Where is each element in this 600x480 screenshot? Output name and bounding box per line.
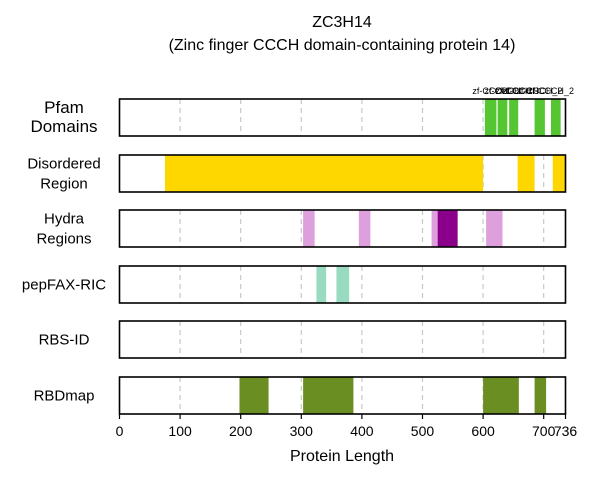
track-segment xyxy=(486,210,503,247)
domain-label: zf-CCCH_2 xyxy=(516,86,562,96)
track-segment xyxy=(239,377,269,414)
x-tick-label: 736 xyxy=(554,423,578,439)
track-frame xyxy=(118,376,567,415)
track-segment xyxy=(550,99,561,136)
track-frame xyxy=(118,320,567,359)
chart-subtitle: (Zinc finger CCCH domain-containing prot… xyxy=(169,37,516,54)
x-tick-label: 0 xyxy=(116,423,124,439)
track-segment xyxy=(164,155,484,192)
track-disordered-region: Disordered Region xyxy=(27,154,567,193)
x-tick-label: 700 xyxy=(532,423,556,439)
x-tick-label: 200 xyxy=(229,423,253,439)
x-tick-label: 100 xyxy=(168,423,192,439)
track-segment xyxy=(303,210,315,247)
track-segment xyxy=(483,377,519,414)
track-segment xyxy=(431,210,438,247)
track-label: pepFAX-RIC xyxy=(22,277,106,294)
domain-label: zf-CCCH xyxy=(495,86,531,96)
track-segment xyxy=(517,155,535,192)
track-frame xyxy=(118,98,567,137)
x-tick-label: 400 xyxy=(350,423,374,439)
track-segment xyxy=(303,377,354,414)
track-pfam-domains: PfamDomainszf-CCCHzf-CCCHzf-CCCHzf-CCCHz… xyxy=(30,86,574,137)
track-segment xyxy=(336,266,350,303)
track-segment xyxy=(484,99,497,136)
domain-label: zf-CCCH xyxy=(472,86,508,96)
domain-label: zf-CCCH xyxy=(484,86,520,96)
track-rbdmap: RBDmap xyxy=(34,376,567,415)
track-frame xyxy=(118,209,567,248)
track-segment xyxy=(358,210,371,247)
track-label: RBDmap xyxy=(34,388,95,405)
x-tick-label: 600 xyxy=(471,423,495,439)
track-segment xyxy=(437,210,458,247)
domain-label: zf-CCCH_2 xyxy=(528,86,574,96)
track-rbs-id: RBS-ID xyxy=(39,320,567,359)
track-label: Region xyxy=(40,176,88,193)
track-segment xyxy=(509,99,519,136)
track-label: Disordered xyxy=(27,156,100,173)
track-segment xyxy=(497,99,508,136)
track-background xyxy=(119,321,566,358)
track-label: Hydra xyxy=(44,211,85,228)
track-segment xyxy=(534,377,547,414)
track-pepfax-ric: pepFAX-RIC xyxy=(22,265,567,304)
track-segment xyxy=(316,266,327,303)
track-label: Regions xyxy=(36,231,91,248)
track-label: Pfam xyxy=(44,98,84,117)
track-segment xyxy=(534,99,545,136)
chart-title: ZC3H14 xyxy=(312,14,372,31)
track-label: RBS-ID xyxy=(39,332,90,349)
x-tick-label: 300 xyxy=(290,423,314,439)
track-segment xyxy=(552,155,566,192)
track-label: Domains xyxy=(30,117,97,136)
track-frame xyxy=(118,154,567,193)
x-tick-label: 500 xyxy=(411,423,435,439)
track-frame xyxy=(118,265,567,304)
tracks-layer: PfamDomainszf-CCCHzf-CCCHzf-CCCHzf-CCCHz… xyxy=(22,86,574,415)
domain-label: zf-CCCH xyxy=(503,86,539,96)
x-axis-label: Protein Length xyxy=(290,448,394,465)
track-hydra-regions: Hydra Regions xyxy=(36,209,567,248)
